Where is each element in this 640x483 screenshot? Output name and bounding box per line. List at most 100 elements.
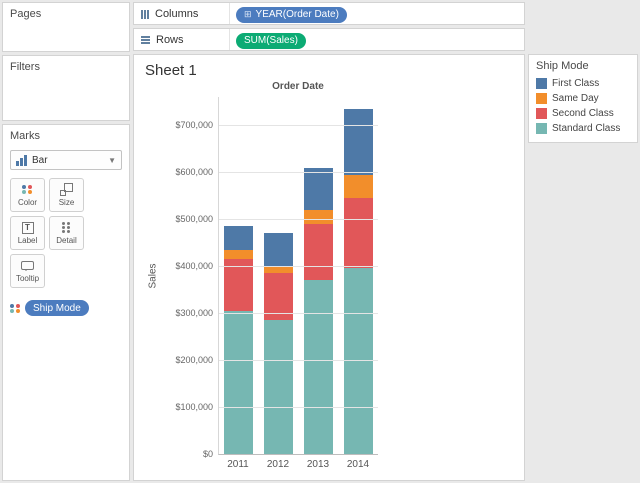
label-button-label: Label xyxy=(17,236,38,245)
rows-icon xyxy=(141,35,150,44)
sheet: Sheet 1 Order Date Sales $0 $100,000 $200,… xyxy=(133,54,525,481)
bar-segment-same-day[interactable] xyxy=(343,174,373,199)
y-tick-label: $600,000 xyxy=(175,167,213,178)
second-class-swatch xyxy=(536,108,547,119)
standard-class-label: Standard Class xyxy=(552,123,621,134)
legend-items: First Class Same Day Second Class Standa… xyxy=(529,74,637,136)
columns-shelf-head: Columns xyxy=(134,3,230,24)
color-mark-icon xyxy=(10,303,21,313)
x-tick-label: 2013 xyxy=(306,459,330,470)
y-tick-label: $700,000 xyxy=(175,120,213,131)
year-order-date-pill-label: YEAR(Order Date) xyxy=(255,9,339,21)
legend-title: Ship Mode xyxy=(536,60,589,72)
rows-shelf-head: Rows xyxy=(134,29,230,50)
gridline xyxy=(219,172,378,174)
standard-class-swatch xyxy=(536,123,547,134)
plot-area xyxy=(218,97,378,455)
bar-chart-icon xyxy=(16,154,27,166)
stacked-bar-2011[interactable] xyxy=(224,226,254,454)
bar-segment-first-class[interactable] xyxy=(224,226,254,250)
marks-buttons: Color Size T Label Detail xyxy=(3,176,129,290)
stacked-bar-2013[interactable] xyxy=(303,167,333,454)
pages-card[interactable]: Pages xyxy=(2,2,130,52)
filters-card[interactable]: Filters xyxy=(2,55,130,121)
rows-pills: SUM(Sales) xyxy=(230,30,306,49)
y-axis-labels: $0 $100,000 $200,000 $300,000 $400,000 $500,0… xyxy=(160,97,218,459)
color-button-label: Color xyxy=(17,198,38,207)
bar-segment-first-class[interactable] xyxy=(264,233,294,267)
ship-mode-legend: Ship Mode First Class Same Day Second Cl… xyxy=(528,54,638,143)
size-icon xyxy=(60,183,73,196)
bar-segment-second-class[interactable] xyxy=(343,198,373,269)
bar-slot xyxy=(338,108,378,454)
mark-type-dropdown[interactable]: Bar ▼ xyxy=(10,150,122,170)
chart-body: Sales $0 $100,000 $200,000 $300,000 $400,000… xyxy=(146,97,378,459)
columns-shelf[interactable]: Columns ⊞ YEAR(Order Date) xyxy=(133,2,525,25)
tooltip-button[interactable]: Tooltip xyxy=(10,254,45,288)
chart: Order Date Sales $0 $100,000 $200,000 $300,… xyxy=(146,81,378,470)
x-axis-labels: 2011 2012 2013 2014 xyxy=(218,455,378,470)
text-label-icon: T xyxy=(21,221,34,234)
sum-sales-pill[interactable]: SUM(Sales) xyxy=(236,32,306,49)
detail-button[interactable]: Detail xyxy=(49,216,84,250)
stacked-bar-2012[interactable] xyxy=(264,233,294,454)
bar-segment-second-class[interactable] xyxy=(303,223,333,281)
filters-title: Filters xyxy=(10,61,40,73)
gridline xyxy=(219,360,378,362)
ship-mode-mark-row: Ship Mode xyxy=(10,300,122,316)
gridline xyxy=(219,313,378,315)
bar-segment-same-day[interactable] xyxy=(303,209,333,224)
stacked-bar-2014[interactable] xyxy=(343,108,373,454)
bar-segment-first-class[interactable] xyxy=(303,167,333,210)
rows-shelf-label: Rows xyxy=(156,33,184,46)
marks-title: Marks xyxy=(10,130,40,142)
gridline xyxy=(219,407,378,409)
same-day-label: Same Day xyxy=(552,93,599,104)
y-tick-label: $0 xyxy=(202,449,213,459)
bar-segment-standard-class[interactable] xyxy=(264,320,294,454)
ship-mode-pill[interactable]: Ship Mode xyxy=(25,300,89,316)
bar-slot xyxy=(299,167,339,454)
bar-segment-standard-class[interactable] xyxy=(224,310,254,454)
y-tick-label: $500,000 xyxy=(175,214,213,225)
columns-shelf-label: Columns xyxy=(155,7,199,20)
gridline xyxy=(219,219,378,221)
legend-item-same-day[interactable]: Same Day xyxy=(536,91,630,106)
bars xyxy=(219,97,378,454)
detail-icon xyxy=(62,221,71,234)
label-button[interactable]: T Label xyxy=(10,216,45,250)
size-button-label: Size xyxy=(58,198,75,207)
chevron-down-icon: ▼ xyxy=(108,155,116,165)
mark-type-value: Bar xyxy=(32,154,48,166)
y-axis-title: Sales xyxy=(147,263,159,289)
chart-title: Order Date xyxy=(272,81,324,92)
columns-pills: ⊞ YEAR(Order Date) xyxy=(230,4,347,23)
color-button[interactable]: Color xyxy=(10,178,45,212)
bar-segment-same-day[interactable] xyxy=(224,249,254,260)
legend-item-second-class[interactable]: Second Class xyxy=(536,106,630,121)
bar-slot xyxy=(219,226,259,454)
tooltip-button-label: Tooltip xyxy=(15,274,40,283)
bar-slot xyxy=(259,233,299,454)
sheet-title: Sheet 1 xyxy=(145,62,197,79)
columns-icon xyxy=(141,9,149,19)
size-button[interactable]: Size xyxy=(49,178,84,212)
legend-item-standard-class[interactable]: Standard Class xyxy=(536,121,630,136)
rows-shelf[interactable]: Rows SUM(Sales) xyxy=(133,28,525,51)
year-order-date-pill[interactable]: ⊞ YEAR(Order Date) xyxy=(236,6,347,23)
bar-segment-first-class[interactable] xyxy=(343,108,373,175)
first-class-swatch xyxy=(536,78,547,89)
gridline xyxy=(219,266,378,268)
bar-segment-second-class[interactable] xyxy=(224,259,254,311)
y-tick-label: $200,000 xyxy=(175,355,213,366)
bar-segment-second-class[interactable] xyxy=(264,273,294,321)
pages-title: Pages xyxy=(10,8,42,20)
legend-item-first-class[interactable]: First Class xyxy=(536,76,630,91)
detail-button-label: Detail xyxy=(56,236,77,245)
tooltip-icon xyxy=(21,259,34,272)
y-axis-title-col: Sales xyxy=(146,97,160,455)
color-icon xyxy=(22,183,33,196)
bar-segment-same-day[interactable] xyxy=(264,266,294,274)
bar-segment-standard-class[interactable] xyxy=(303,280,333,454)
bar-segment-standard-class[interactable] xyxy=(343,268,373,454)
